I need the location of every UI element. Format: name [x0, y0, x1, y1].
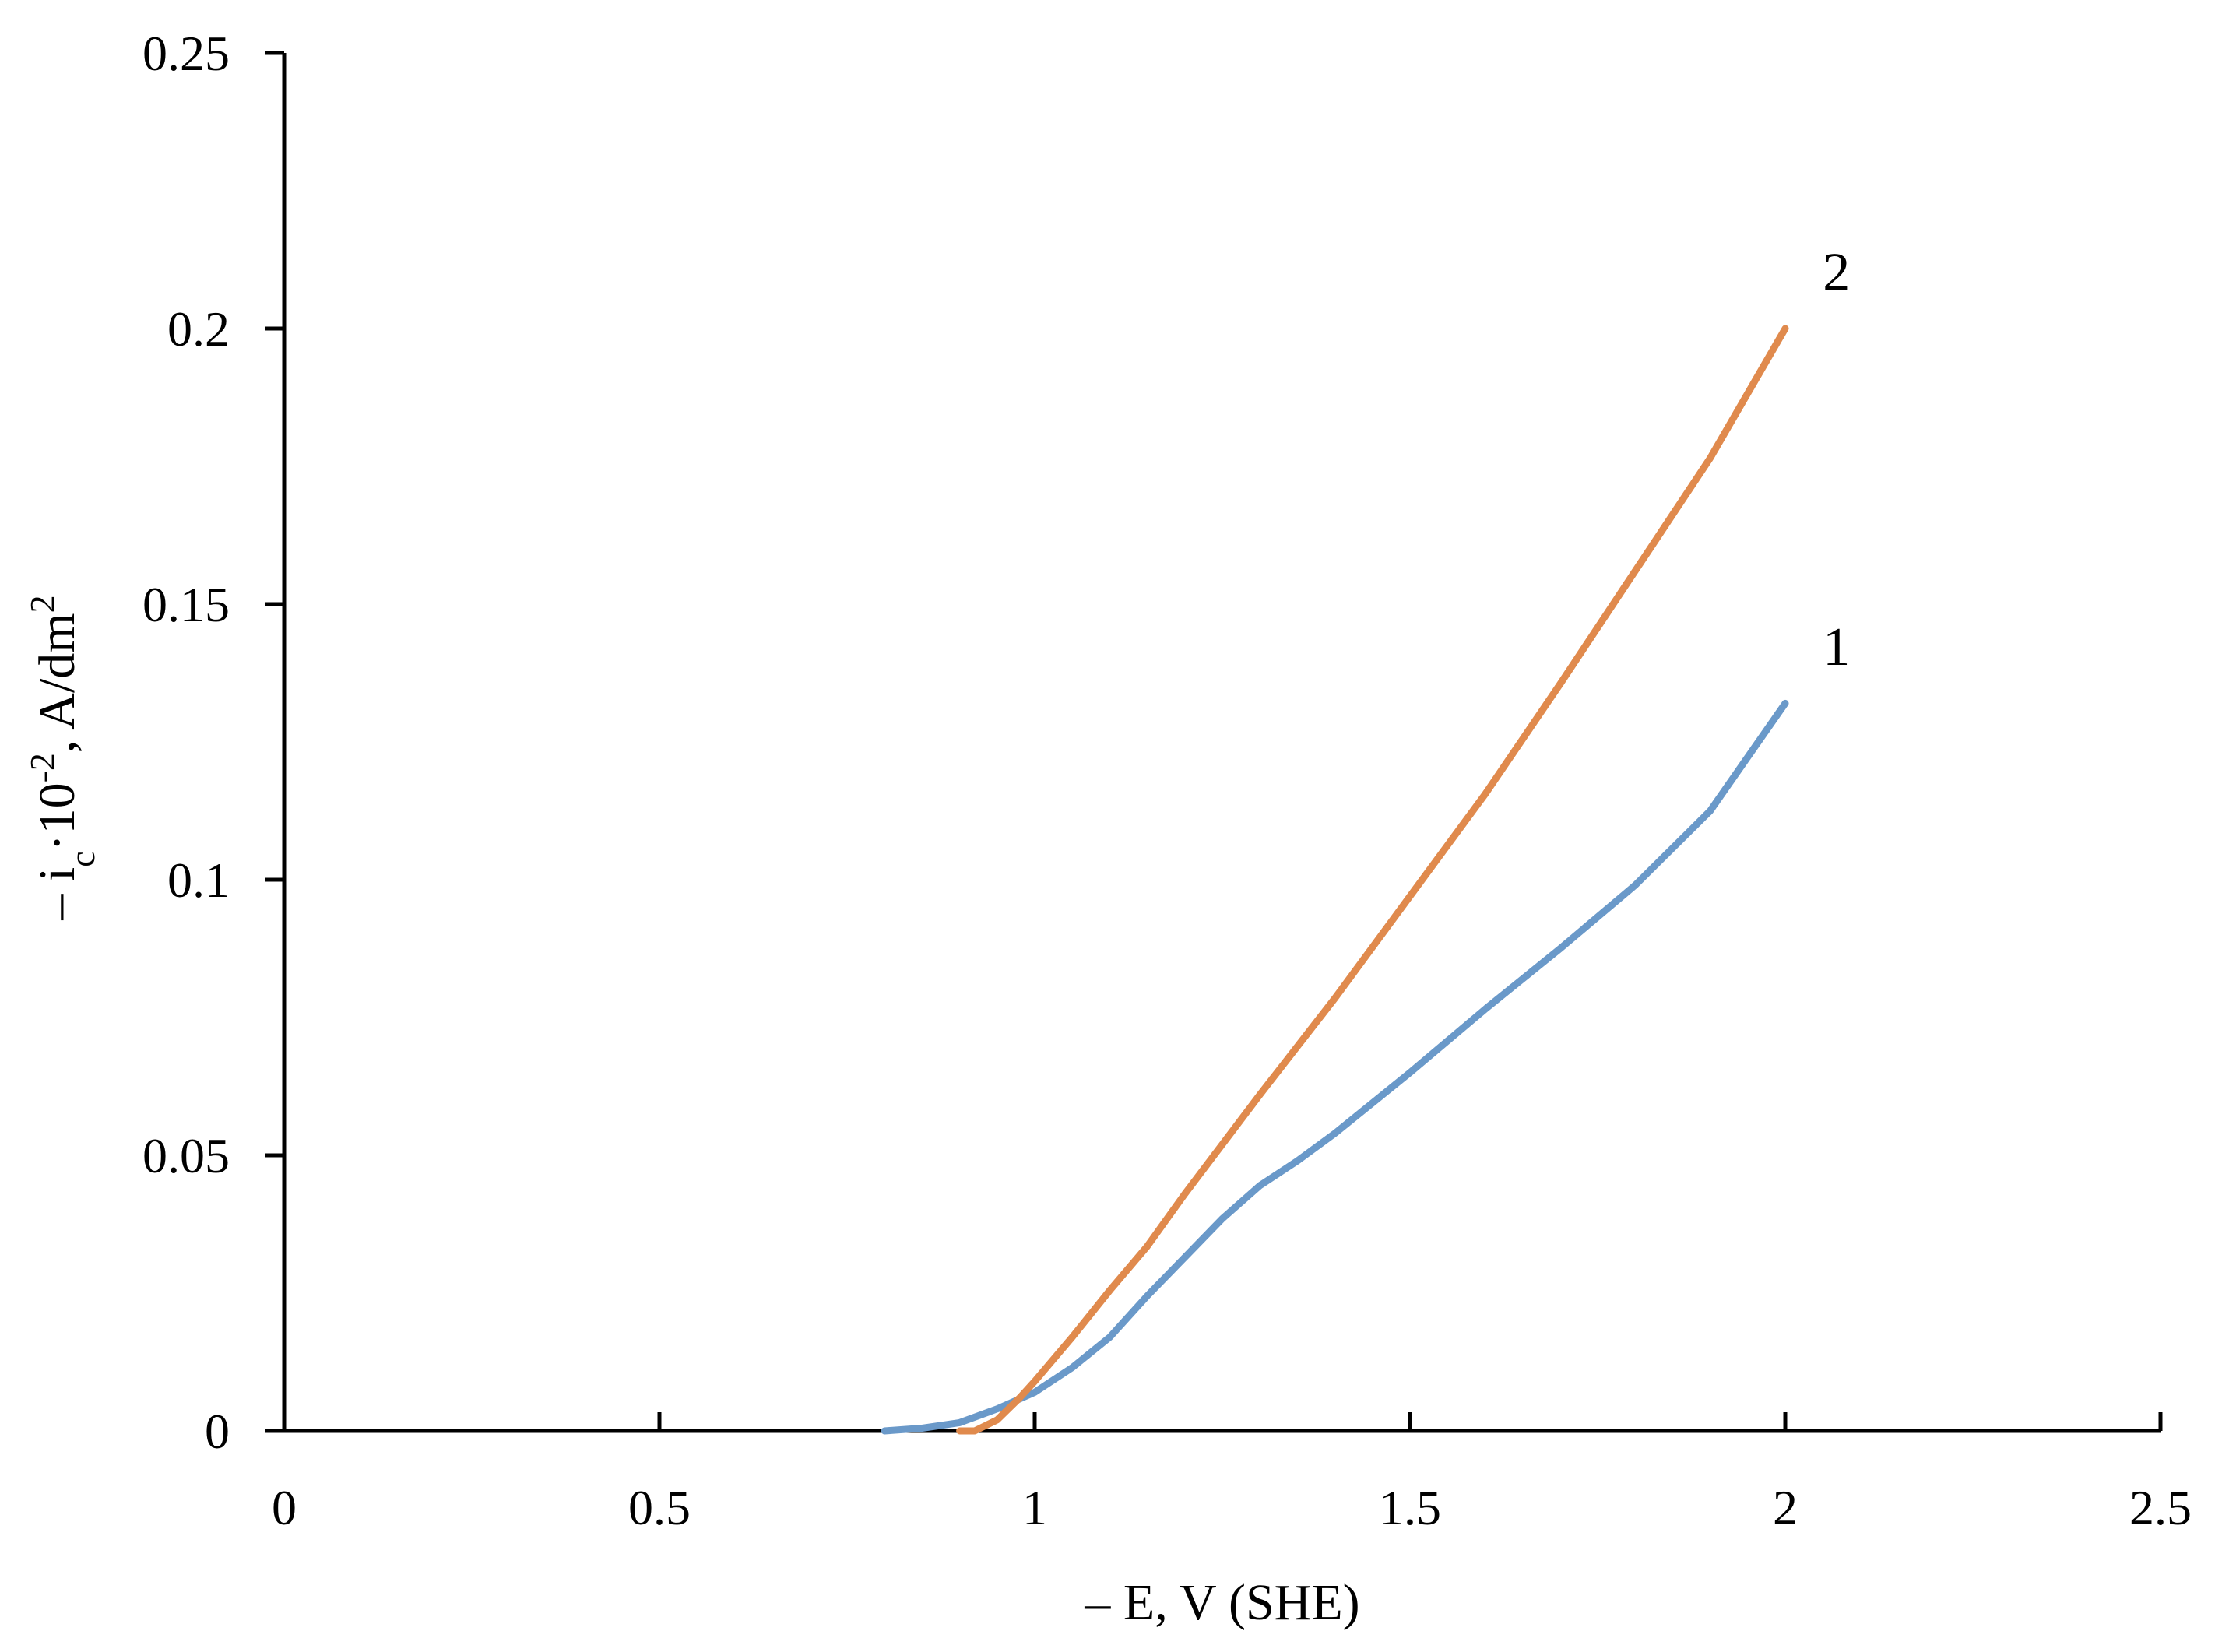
x-tick-label: 1: [1022, 1480, 1047, 1535]
x-axis-title: – E, V (SHE): [1084, 1574, 1359, 1631]
x-tick-label: 0: [272, 1480, 297, 1535]
x-tick-label: 1.5: [1379, 1480, 1441, 1535]
y-tick-label: 0: [205, 1404, 230, 1459]
axes: 0 0.05 0.1 0.15 0.2 0.25 0 0.5 1 1.5 2 2.5: [142, 26, 2192, 1535]
x-tick-label: 0.5: [628, 1480, 691, 1535]
y-tick-label: 0.1: [167, 852, 230, 908]
x-tick-label: 2.5: [2129, 1480, 2192, 1535]
series-label-1: 1: [1823, 617, 1850, 677]
series-line-2: [956, 325, 1789, 1435]
series-labels: 12: [1823, 242, 1850, 677]
series-label-2: 2: [1823, 242, 1850, 302]
y-tick-label: 0.2: [167, 301, 230, 357]
y-axis-title-prefix: – i: [29, 867, 86, 921]
y-axis-title-middle: ·10: [29, 782, 86, 851]
series-layer: [881, 325, 1789, 1435]
y-axis-title-sup: -2: [23, 753, 62, 782]
y-tick-label: 0.25: [142, 26, 230, 81]
y-tick-label: 0.15: [142, 577, 230, 632]
y-axis-title-suffix: , A/dm: [29, 613, 86, 753]
y-axis-title-sub: c: [62, 851, 102, 866]
y-axis-title: – ic·10-2, A/dm2: [23, 595, 102, 920]
series-line-1: [881, 699, 1789, 1435]
y-axis-title-sup2: 2: [23, 595, 62, 613]
x-tick-label: 2: [1773, 1480, 1798, 1535]
y-tick-label: 0.05: [142, 1128, 230, 1183]
